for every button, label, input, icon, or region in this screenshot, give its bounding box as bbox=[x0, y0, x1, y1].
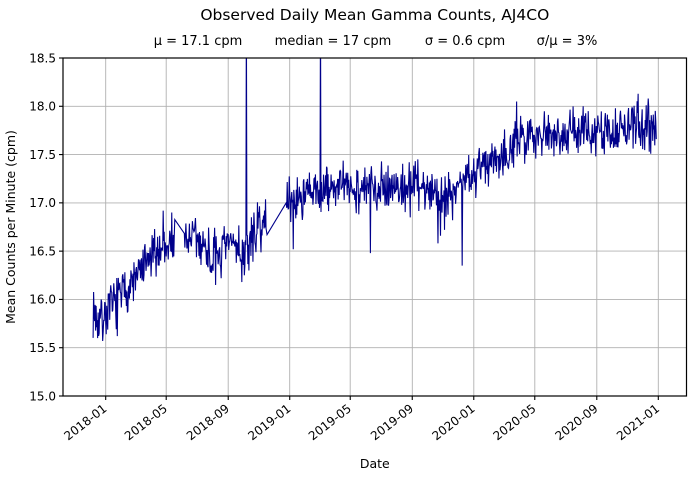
x-tick-label: 2018-09 bbox=[184, 401, 232, 443]
x-tick-label: 2019-05 bbox=[306, 401, 354, 443]
stat-sigma: σ = 0.6 cpm bbox=[425, 34, 505, 49]
stat-sigma-over-mu: σ/μ = 3% bbox=[537, 34, 598, 49]
x-tick-label: 2019-09 bbox=[368, 401, 416, 443]
y-tick-label: 17.5 bbox=[29, 148, 56, 162]
x-tick-label: 2018-05 bbox=[122, 401, 170, 443]
x-tick-label: 2018-01 bbox=[61, 401, 109, 443]
axes-border bbox=[62, 57, 688, 397]
x-tick-label: 2020-01 bbox=[430, 401, 478, 443]
x-tick-label: 2019-01 bbox=[245, 401, 293, 443]
x-tick-label: 2020-09 bbox=[553, 401, 601, 443]
y-tick-label: 15.0 bbox=[29, 389, 56, 403]
x-tick-label: 2021-01 bbox=[614, 401, 662, 443]
x-axis-label: Date bbox=[360, 456, 390, 471]
y-axis-label: Mean Counts per Minute (cpm) bbox=[3, 130, 18, 324]
y-tick-label: 15.5 bbox=[29, 341, 56, 355]
stat-median: median = 17 cpm bbox=[275, 34, 392, 49]
chart-title: Observed Daily Mean Gamma Counts, AJ4CO bbox=[200, 6, 549, 24]
y-tick-label: 18.0 bbox=[29, 100, 56, 114]
y-tick-label: 16.0 bbox=[29, 293, 56, 307]
stat-mean: μ = 17.1 cpm bbox=[154, 34, 243, 49]
x-tick-label: 2020-05 bbox=[491, 401, 539, 443]
y-tick-label: 17.0 bbox=[29, 196, 56, 210]
data-series-line bbox=[92, 58, 657, 341]
plot-area bbox=[63, 58, 687, 396]
y-tick-label: 18.5 bbox=[29, 51, 56, 65]
y-tick-label: 16.5 bbox=[29, 244, 56, 258]
